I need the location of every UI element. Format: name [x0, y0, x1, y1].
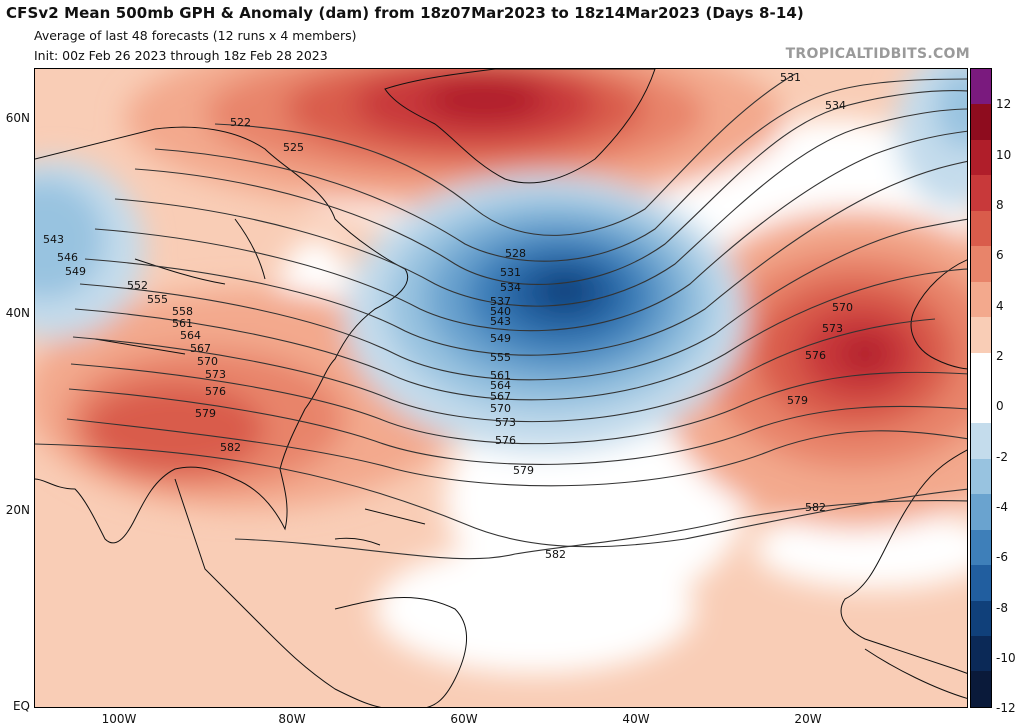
colorbar-segment: [971, 387, 991, 424]
contour-label-543-atl: 543: [490, 315, 511, 328]
colorbar-segment: [971, 281, 991, 318]
colorbar-segment: [971, 636, 991, 672]
contour-label-531: 531: [500, 266, 521, 279]
contour-label-579-east: 579: [787, 394, 808, 407]
colorbar-tick-label: 0: [996, 399, 1004, 414]
contour-label-564: 564: [180, 329, 201, 342]
contour-label-561-atl: 561: [490, 369, 511, 382]
contour-label-540: 540: [490, 305, 511, 318]
contour-label-549: 549: [65, 265, 86, 278]
contour-label-558: 558: [172, 305, 193, 318]
colorbar-segment: [971, 671, 991, 707]
colorbar-segment: [971, 423, 991, 459]
colorbar-tick-label: 2: [996, 349, 1004, 364]
colorbar-segment: [971, 210, 991, 247]
colorbar-segment: [971, 458, 991, 495]
colorbar-tick-label: 12: [996, 97, 1012, 112]
colorbar-tick-label: -8: [996, 600, 1008, 615]
contour-label-537: 537: [490, 295, 511, 308]
colorbar-tick-label: -12: [996, 701, 1016, 716]
lon-label-100w: 100W: [101, 712, 137, 726]
colorbar-tick-label: 8: [996, 198, 1004, 213]
colorbar-segment: [971, 317, 991, 353]
contour-label-576-east: 576: [805, 349, 826, 362]
contour-label-555-atl: 555: [490, 351, 511, 364]
colorbar-segment: [971, 600, 991, 636]
contour-label-555: 555: [147, 293, 168, 306]
contour-label-567-atl: 567: [490, 390, 511, 403]
contour-label-573: 573: [205, 368, 226, 381]
contour-label-534-ne: 534: [825, 99, 846, 112]
subtitle-forecasts: Average of last 48 forecasts (12 runs x …: [34, 28, 357, 43]
colorbar-tick-label: -6: [996, 550, 1008, 565]
colorbar-segment: [971, 494, 991, 530]
colorbar-segment: [971, 69, 991, 105]
colorbar-segment: [971, 352, 991, 388]
contour-label-579: 579: [195, 407, 216, 420]
contour-label-570-atl: 570: [490, 402, 511, 415]
lon-label-80w: 80W: [278, 712, 306, 726]
contour-label-546: 546: [57, 251, 78, 264]
colorbar-tick-label: 6: [996, 248, 1004, 263]
anomaly-colorbar: [970, 68, 992, 708]
lat-label-40n: 40N: [5, 306, 30, 320]
contour-label-522: 522: [230, 116, 251, 129]
contour-label-525: 525: [283, 141, 304, 154]
gph-contours: [35, 73, 967, 560]
contour-label-582: 582: [220, 441, 241, 454]
lon-label-60w: 60W: [450, 712, 478, 726]
contour-label-582-east: 582: [805, 501, 826, 514]
lon-label-40w: 40W: [622, 712, 650, 726]
page-title: CFSv2 Mean 500mb GPH & Anomaly (dam) fro…: [6, 4, 804, 22]
contour-label-576-atl: 576: [495, 434, 516, 447]
colorbar-tick-label: -4: [996, 500, 1008, 515]
contour-label-579-atl: 579: [513, 464, 534, 477]
colorbar-segment: [971, 175, 991, 211]
colorbar-tick-label: 4: [996, 298, 1004, 313]
colorbar-tick-label: 10: [996, 147, 1012, 162]
lon-label-20w: 20W: [794, 712, 822, 726]
map-panel: 522 525 528 531 531 534 534 537 540 543 …: [34, 68, 968, 708]
colorbar-tick-label: -10: [996, 651, 1016, 666]
lat-label-eq: EQ: [12, 699, 30, 713]
contour-label-564-atl: 564: [490, 379, 511, 392]
contour-labels: 522 525 528 531 531 534 534 537 540 543 …: [43, 71, 853, 561]
colorbar-tick-label: -2: [996, 449, 1008, 464]
contour-label-531-ne: 531: [780, 71, 801, 84]
contour-label-567: 567: [190, 342, 211, 355]
contour-label-549-atl: 549: [490, 332, 511, 345]
colorbar-segment: [971, 565, 991, 601]
brand-watermark: TROPICALTIDBITS.COM: [785, 46, 970, 62]
contour-label-561: 561: [172, 317, 193, 330]
contour-label-570: 570: [197, 355, 218, 368]
colorbar-segment: [971, 246, 991, 282]
contour-label-534: 534: [500, 281, 521, 294]
contour-label-573-east: 573: [822, 322, 843, 335]
lat-label-20n: 20N: [5, 503, 30, 517]
coastlines: [35, 69, 967, 707]
lat-label-60n: 60N: [5, 111, 30, 125]
colorbar-segment: [971, 104, 991, 140]
contour-label-528: 528: [505, 247, 526, 260]
contour-label-573-atl: 573: [495, 416, 516, 429]
contour-label-582-atl: 582: [545, 548, 566, 561]
subtitle-init: Init: 00z Feb 26 2023 through 18z Feb 28…: [34, 48, 328, 63]
contour-label-576: 576: [205, 385, 226, 398]
colorbar-segment: [971, 529, 991, 566]
colorbar-segment: [971, 139, 991, 176]
anomaly-map: 522 525 528 531 531 534 534 537 540 543 …: [35, 69, 967, 707]
contour-label-552: 552: [127, 279, 148, 292]
contour-label-543: 543: [43, 233, 64, 246]
contour-label-570-east: 570: [832, 301, 853, 314]
